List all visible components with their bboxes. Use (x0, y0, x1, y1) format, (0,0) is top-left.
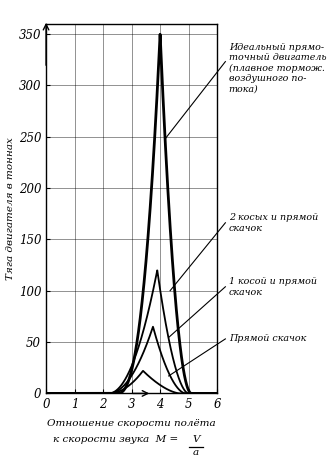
Text: 1 косой и прямой
скачок: 1 косой и прямой скачок (229, 277, 316, 297)
Text: 2 косых и прямой
скачок: 2 косых и прямой скачок (229, 213, 318, 233)
Text: a: a (193, 448, 199, 457)
Text: Идеальный прямо-
точный двигатель
(плавное тормож.
воздушного по-
тока): Идеальный прямо- точный двигатель (плавн… (229, 43, 326, 93)
Text: Отношение скорости полёта: Отношение скорости полёта (47, 419, 216, 428)
Text: к скорости звука  M =: к скорости звука M = (53, 435, 178, 444)
Text: Прямой скачок: Прямой скачок (229, 334, 306, 343)
Text: V: V (192, 435, 199, 444)
Y-axis label: Тяга двигателя в тоннах: Тяга двигателя в тоннах (6, 137, 14, 280)
